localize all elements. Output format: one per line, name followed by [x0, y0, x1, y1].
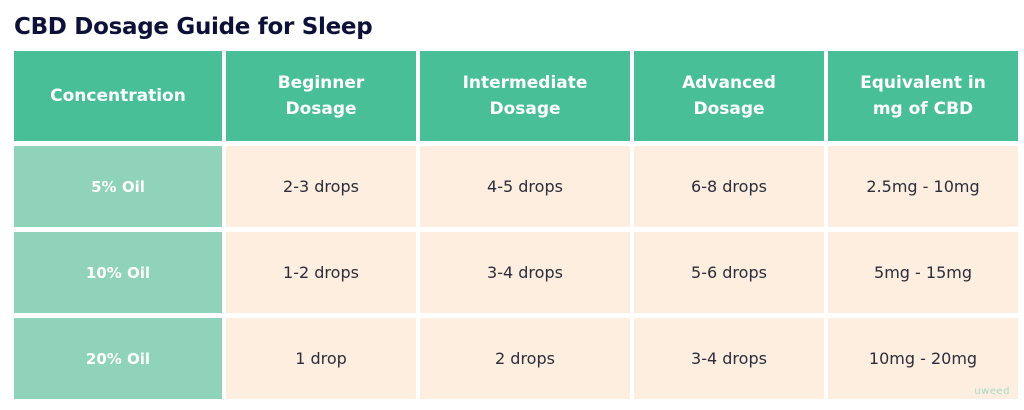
cell-intermediate: 2 drops [420, 318, 630, 399]
header-beginner-dosage: Beginner Dosage [226, 51, 416, 141]
cell-intermediate: 4-5 drops [420, 146, 630, 227]
header-intermediate-dosage: Intermediate Dosage [420, 51, 630, 141]
cell-advanced: 6-8 drops [634, 146, 824, 227]
cell-intermediate: 3-4 drops [420, 232, 630, 313]
header-advanced-dosage: Advanced Dosage [634, 51, 824, 141]
brand-watermark: uweed [974, 386, 1010, 397]
cell-equivalent: 5mg - 15mg [828, 232, 1018, 313]
header-beginner-label: Beginner Dosage [277, 73, 365, 119]
cell-beginner: 1 drop [226, 318, 416, 399]
header-concentration: Concentration [14, 51, 222, 141]
cell-equivalent: 2.5mg - 10mg [828, 146, 1018, 227]
dosage-table: Concentration Beginner Dosage Intermedia… [14, 51, 1018, 399]
row-label-20-percent: 20% Oil [14, 318, 222, 399]
cell-advanced: 3-4 drops [634, 318, 824, 399]
row-label-10-percent: 10% Oil [14, 232, 222, 313]
header-advanced-label: Advanced Dosage [682, 73, 776, 119]
header-equivalent-mg: Equivalent in mg of CBD [828, 51, 1018, 141]
cell-advanced: 5-6 drops [634, 232, 824, 313]
header-intermediate-label: Intermediate Dosage [462, 73, 588, 119]
header-equivalent-label: Equivalent in mg of CBD [860, 73, 986, 119]
row-label-5-percent: 5% Oil [14, 146, 222, 227]
cell-beginner: 2-3 drops [226, 146, 416, 227]
cell-beginner: 1-2 drops [226, 232, 416, 313]
cell-equivalent: 10mg - 20mg [828, 318, 1018, 399]
page-title: CBD Dosage Guide for Sleep [14, 14, 373, 40]
